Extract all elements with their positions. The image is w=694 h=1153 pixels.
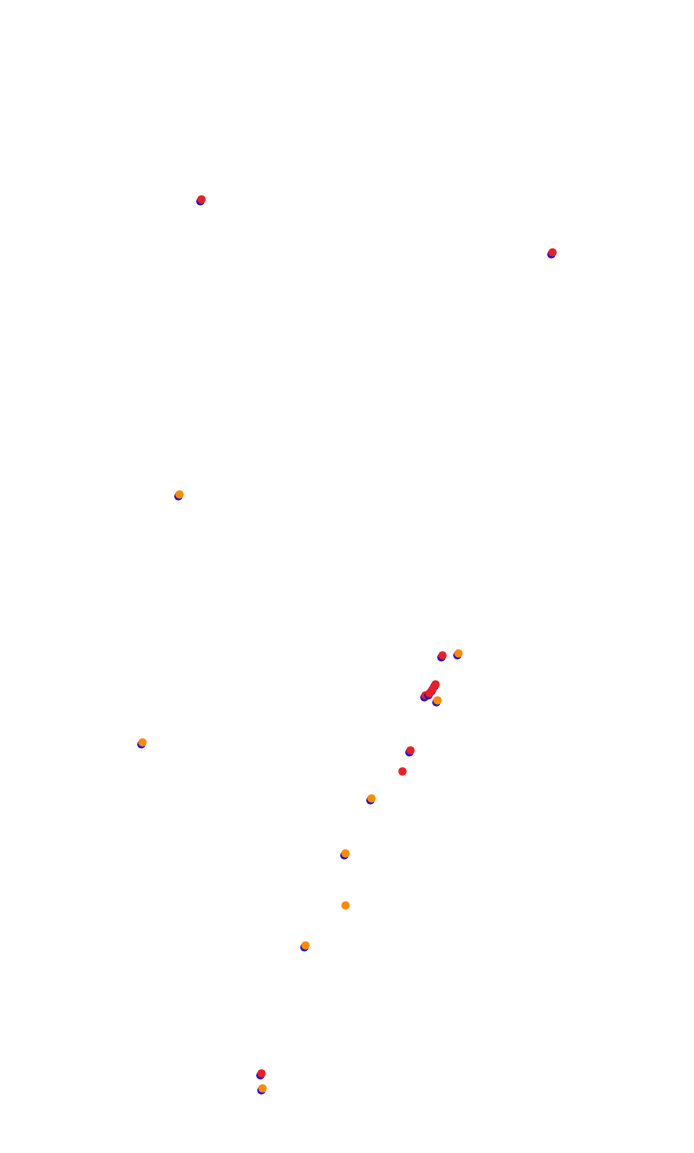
marker-15[interactable]	[340, 849, 350, 860]
marker-02[interactable]	[547, 248, 557, 259]
marker-11-orange-dot	[138, 738, 147, 747]
marker-13[interactable]	[398, 767, 407, 776]
marker-12[interactable]	[405, 746, 415, 757]
marker-04[interactable]	[437, 651, 447, 662]
marker-03-orange-dot	[175, 490, 184, 499]
marker-05-orange-dot	[454, 649, 463, 658]
marker-16[interactable]	[341, 901, 350, 910]
marker-18[interactable]	[256, 1069, 266, 1080]
marker-19-orange-dot	[258, 1084, 267, 1093]
marker-18-red-dot	[257, 1069, 266, 1078]
marker-10[interactable]	[432, 696, 442, 707]
marker-09[interactable]	[424, 689, 434, 700]
marker-15-orange-dot	[341, 849, 350, 858]
marker-01[interactable]	[196, 195, 206, 206]
marker-02-red-dot	[548, 248, 557, 257]
marker-13-red-dot	[398, 767, 407, 776]
marker-14-orange-dot	[367, 794, 376, 803]
marker-16-orange-dot	[341, 901, 350, 910]
marker-05[interactable]	[453, 649, 463, 660]
marker-14[interactable]	[366, 794, 376, 805]
marker-03[interactable]	[174, 490, 184, 501]
marker-11[interactable]	[137, 738, 147, 749]
marker-12-red-dot	[406, 746, 415, 755]
marker-01-red-dot	[197, 195, 206, 204]
marker-04-red-dot	[438, 651, 447, 660]
marker-17-orange-dot	[301, 941, 310, 950]
marker-10-orange-dot	[433, 696, 442, 705]
marker-19[interactable]	[257, 1084, 267, 1095]
marker-09-red-dot	[425, 689, 434, 698]
marker-17[interactable]	[300, 941, 310, 952]
